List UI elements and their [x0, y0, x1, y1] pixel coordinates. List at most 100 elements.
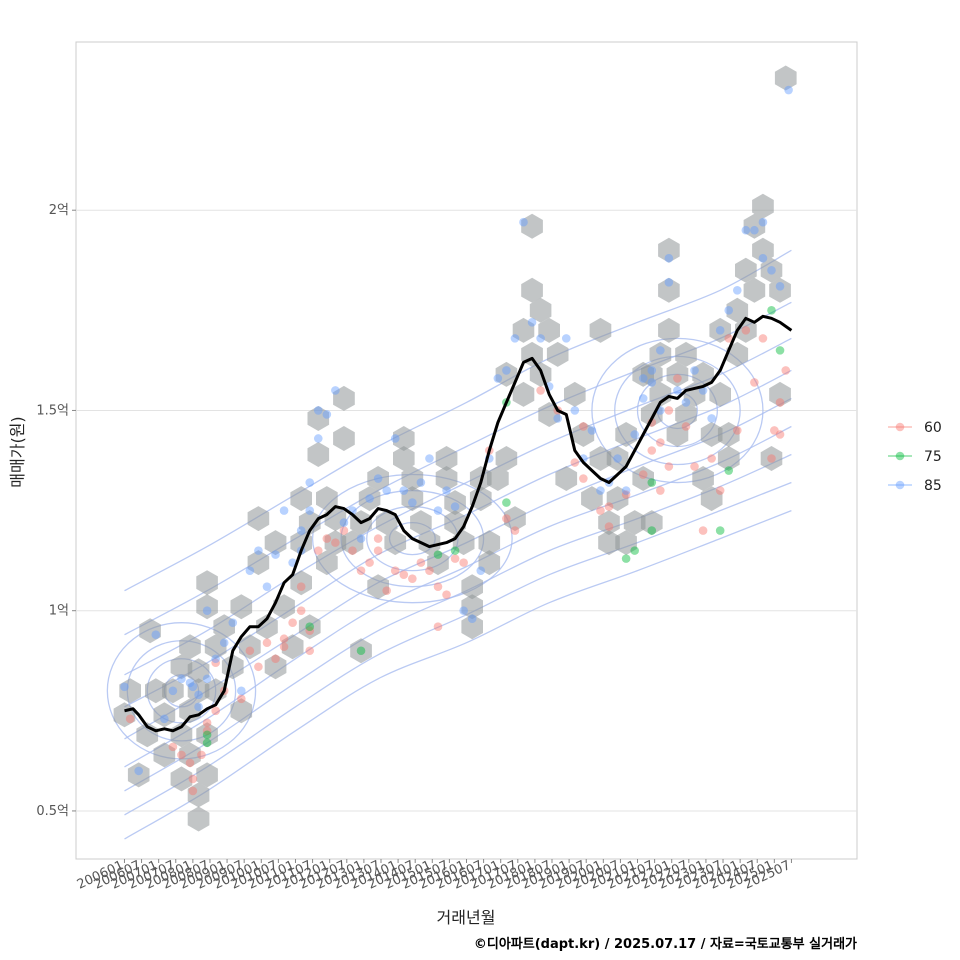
- scatter-point-85: [365, 494, 374, 503]
- hexbin-cell: [333, 426, 355, 451]
- x-axis: 2006012006072007012007072008012008072009…: [75, 858, 793, 893]
- scatter-point-85: [553, 414, 563, 423]
- scatter-point-85: [425, 454, 434, 463]
- scatter-point-85: [219, 638, 229, 648]
- scatter-point-60: [339, 526, 349, 535]
- hexbin-cell: [752, 193, 774, 219]
- hexbin-cell: [435, 466, 458, 491]
- scatter-point-60: [382, 586, 391, 595]
- hexbin-cell: [119, 678, 141, 704]
- scatter-point-75: [502, 498, 511, 507]
- legend-key-point: [895, 480, 905, 490]
- hexbin-cell: [435, 446, 458, 471]
- hexbin-cell: [239, 634, 261, 660]
- scatter-point-85: [237, 686, 246, 696]
- y-tick-label: 2억: [49, 203, 69, 218]
- scatter-point-75: [305, 622, 315, 632]
- hexbin-cell: [461, 574, 483, 600]
- scatter-point-85: [741, 225, 751, 235]
- scatter-point-85: [228, 618, 238, 628]
- hexbin-cell: [478, 530, 501, 556]
- hexbin-cell: [589, 317, 612, 343]
- scatter-point-85: [664, 277, 674, 287]
- scatter-point-60: [296, 582, 306, 591]
- scatter-point-85: [767, 265, 776, 275]
- density-contour-line: [124, 249, 792, 592]
- hexbin-cell: [700, 422, 723, 447]
- hexbin-cell: [572, 422, 595, 447]
- hexbin-cell: [187, 658, 210, 684]
- scatter-point-60: [664, 406, 674, 415]
- hexbin-cell: [658, 277, 680, 303]
- scatter-point-60: [185, 758, 195, 768]
- scatter-point-60: [596, 506, 605, 515]
- scatter-point-60: [604, 502, 614, 511]
- hexbin-cell: [187, 782, 210, 808]
- hexbin-cell: [649, 341, 672, 367]
- scatter-point-85: [305, 506, 315, 515]
- scatter-point-60: [262, 638, 272, 648]
- hexbin-cell: [427, 550, 449, 576]
- scatter-point-60: [579, 474, 588, 483]
- scatter-point-85: [194, 702, 203, 712]
- scatter-point-75: [433, 550, 443, 559]
- scatter-point-85: [339, 518, 349, 527]
- scatter-point-60: [750, 378, 759, 387]
- scatter-point-60: [715, 486, 725, 495]
- hexbin-cell: [726, 341, 749, 367]
- scatter-point-60: [656, 486, 665, 495]
- scatter-point-85: [151, 630, 161, 640]
- y-axis: 0.5억 1억 1.5억 2억: [36, 203, 76, 819]
- scatter-point-60: [356, 566, 366, 575]
- scatter-point-85: [433, 506, 443, 515]
- hexbin-cell: [615, 530, 637, 556]
- hexbin-cell: [418, 530, 441, 556]
- legend-label: 85: [924, 478, 942, 494]
- hexbin-cell: [290, 486, 312, 512]
- hexbin-cell: [196, 570, 218, 596]
- y-axis-title: 매매가(원): [8, 416, 27, 487]
- plot-panel: [75, 41, 858, 860]
- scatter-point-60: [690, 462, 699, 471]
- scatter-point-85: [399, 486, 409, 495]
- scatter-point-75: [647, 526, 657, 535]
- scatter-point-75: [202, 730, 212, 740]
- hexbin-cell: [170, 766, 193, 792]
- hexbin-cell: [760, 446, 783, 471]
- scatter-point-60: [767, 454, 776, 463]
- scatter-point-60: [775, 398, 785, 407]
- hexbin-cell: [281, 634, 304, 660]
- scatter-point-85: [707, 414, 716, 423]
- hexbin-cell: [350, 638, 372, 664]
- hexbin-cell: [341, 530, 364, 556]
- scatter-point-85: [664, 253, 674, 263]
- hexbin-cell: [658, 317, 680, 343]
- hexbin-cell: [709, 381, 731, 407]
- scatter-point-85: [630, 430, 639, 439]
- moving-average-layer: [124, 314, 793, 733]
- hexbin-cell: [640, 361, 663, 387]
- scatter-point-60: [313, 546, 323, 555]
- hexbin-cell: [145, 678, 167, 704]
- hexbin-cell: [153, 742, 176, 768]
- hexbin-cell: [179, 634, 201, 660]
- hexbin-cell: [615, 422, 637, 447]
- hexbin-cell: [717, 446, 740, 471]
- scatter-point-60: [125, 714, 135, 724]
- scatter-point-85: [245, 566, 255, 575]
- scatter-point-60: [536, 386, 545, 395]
- scatter-point-85: [467, 614, 477, 624]
- density-contour-line: [124, 425, 792, 768]
- scatter-point-85: [493, 374, 503, 383]
- hexbin-cell: [598, 510, 620, 536]
- hexbin-cell: [179, 742, 201, 768]
- hexbin-cell: [606, 446, 629, 471]
- moving-average-line: [124, 314, 793, 733]
- scatter-point-85: [519, 217, 528, 227]
- scatter-point-85: [459, 606, 468, 615]
- scatter-point-75: [202, 738, 212, 748]
- scatter-point-60: [331, 538, 340, 547]
- density-contour-line: [124, 509, 792, 840]
- scatter-point-60: [416, 558, 426, 567]
- scatter-point-60: [502, 514, 511, 523]
